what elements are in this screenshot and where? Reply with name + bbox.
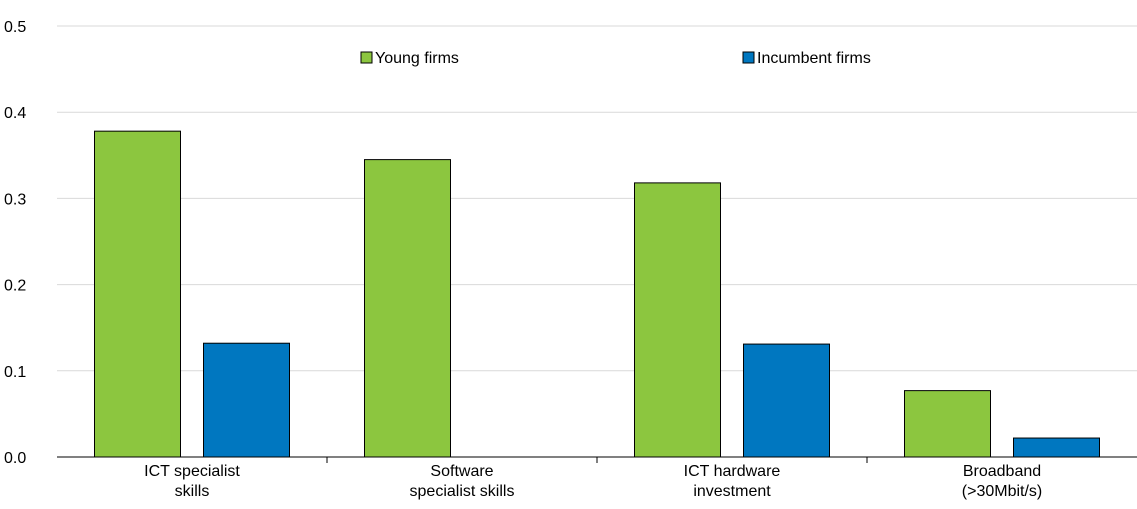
y-tick-label: 0.2 bbox=[4, 278, 26, 295]
legend-swatch bbox=[360, 51, 373, 64]
y-tick-label: 0.1 bbox=[4, 364, 26, 381]
legend-label: Incumbent firms bbox=[757, 50, 871, 67]
bars bbox=[94, 130, 1100, 458]
y-tick-label: 0.5 bbox=[4, 19, 26, 36]
x-category-label: ICT hardware investment bbox=[684, 463, 781, 500]
x-axis bbox=[57, 456, 1137, 463]
legend-label: Young firms bbox=[375, 50, 459, 67]
bar-incumbent-firms bbox=[203, 342, 290, 458]
category-labels: ICT specialist skills Software specialist s… bbox=[144, 463, 1042, 500]
gridlines bbox=[57, 25, 1137, 372]
y-tick-label: 0.4 bbox=[4, 105, 26, 122]
y-tick-label: 0.3 bbox=[4, 191, 26, 208]
legend-swatch bbox=[742, 51, 755, 64]
x-category-label: ICT specialist skills bbox=[144, 463, 240, 500]
x-category-label: Broadband (>30Mbit/s) bbox=[962, 463, 1042, 500]
y-axis-ticks: 0.0 0.1 0.2 0.3 0.4 0.5 bbox=[4, 19, 26, 467]
legend: Young firms Incumbent firms bbox=[360, 50, 871, 67]
bar-young-firms bbox=[364, 159, 451, 458]
bar-young-firms bbox=[634, 182, 721, 458]
y-tick-label: 0.0 bbox=[4, 450, 26, 467]
bar-incumbent-firms bbox=[743, 343, 830, 458]
bar-incumbent-firms bbox=[1013, 437, 1100, 458]
bar-young-firms bbox=[904, 390, 991, 458]
bar-young-firms bbox=[94, 130, 181, 458]
x-category-label: Software specialist skills bbox=[410, 463, 515, 500]
